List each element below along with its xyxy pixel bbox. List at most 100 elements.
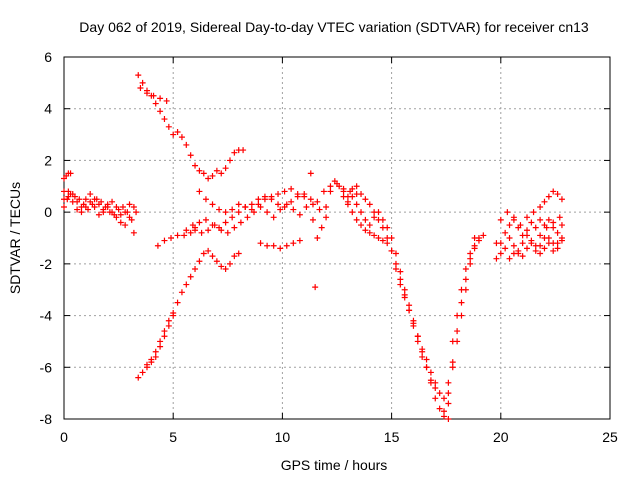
data-point bbox=[467, 250, 474, 257]
data-point bbox=[307, 170, 314, 177]
y-tick-label: -4 bbox=[40, 308, 53, 324]
data-point bbox=[510, 214, 517, 221]
data-point bbox=[187, 229, 194, 236]
data-point bbox=[135, 374, 142, 381]
data-series bbox=[196, 185, 308, 216]
data-point bbox=[157, 95, 164, 102]
data-point bbox=[388, 235, 395, 241]
data-point bbox=[524, 245, 531, 252]
data-point bbox=[126, 214, 133, 221]
data-point bbox=[255, 196, 262, 203]
data-point bbox=[502, 229, 509, 236]
data-point bbox=[532, 224, 539, 231]
data-point bbox=[91, 203, 98, 210]
data-point bbox=[109, 209, 116, 216]
data-point bbox=[163, 97, 170, 104]
data-point bbox=[545, 235, 552, 241]
data-point bbox=[82, 196, 89, 203]
data-point bbox=[358, 209, 365, 216]
data-point bbox=[82, 203, 89, 210]
data-point bbox=[524, 214, 531, 221]
data-point bbox=[384, 240, 391, 247]
data-point bbox=[458, 299, 465, 306]
data-point bbox=[222, 266, 229, 273]
data-point bbox=[237, 219, 244, 226]
data-point bbox=[183, 141, 190, 148]
data-point bbox=[397, 276, 404, 283]
data-point bbox=[327, 183, 334, 190]
data-point bbox=[449, 338, 456, 345]
data-point bbox=[366, 222, 373, 229]
data-point bbox=[218, 170, 225, 177]
data-point bbox=[205, 227, 212, 234]
data-series bbox=[135, 72, 247, 182]
data-point bbox=[528, 237, 535, 244]
data-point bbox=[397, 281, 404, 288]
data-point bbox=[117, 211, 124, 218]
data-point bbox=[467, 260, 474, 267]
data-point bbox=[550, 219, 557, 226]
data-point bbox=[65, 193, 72, 200]
data-point bbox=[117, 219, 124, 226]
data-point bbox=[170, 131, 177, 138]
data-point bbox=[362, 216, 369, 223]
data-point bbox=[205, 175, 212, 182]
data-point bbox=[178, 134, 185, 141]
data-point bbox=[113, 214, 120, 221]
data-point bbox=[222, 209, 229, 216]
data-point bbox=[510, 250, 517, 257]
data-point bbox=[532, 247, 539, 254]
data-point bbox=[497, 250, 504, 257]
data-point bbox=[316, 206, 323, 213]
data-point bbox=[537, 232, 544, 239]
data-point bbox=[303, 203, 310, 210]
data-series bbox=[340, 193, 452, 407]
data-point bbox=[69, 191, 76, 198]
data-series bbox=[154, 227, 199, 249]
data-point bbox=[327, 188, 334, 195]
data-point bbox=[61, 196, 67, 203]
data-point bbox=[340, 188, 347, 195]
data-point bbox=[401, 286, 408, 293]
data-point bbox=[165, 322, 172, 329]
data-point bbox=[550, 247, 557, 254]
data-point bbox=[69, 198, 76, 205]
data-point bbox=[192, 224, 199, 231]
data-point bbox=[288, 185, 295, 192]
data-point bbox=[157, 338, 164, 345]
data-point bbox=[441, 413, 448, 420]
data-point bbox=[113, 203, 120, 210]
data-point bbox=[165, 317, 172, 324]
data-point bbox=[510, 242, 517, 249]
data-point bbox=[91, 196, 98, 203]
data-point bbox=[323, 203, 330, 210]
data-point bbox=[537, 203, 544, 210]
data-point bbox=[554, 229, 561, 236]
data-point bbox=[432, 379, 439, 386]
data-point bbox=[419, 346, 426, 353]
data-point bbox=[139, 79, 146, 86]
data-point bbox=[406, 302, 413, 309]
data-point bbox=[283, 242, 290, 249]
data-point bbox=[205, 247, 212, 254]
data-point bbox=[174, 299, 181, 306]
data-point bbox=[119, 203, 126, 210]
data-point bbox=[524, 227, 531, 234]
data-point bbox=[174, 128, 181, 135]
data-point bbox=[109, 198, 116, 205]
data-point bbox=[157, 108, 164, 115]
data-point bbox=[309, 201, 316, 208]
data-point bbox=[165, 123, 172, 130]
data-point bbox=[222, 219, 229, 226]
data-point bbox=[229, 214, 236, 221]
y-tick-label: 6 bbox=[44, 49, 52, 65]
data-point bbox=[454, 328, 461, 335]
data-point bbox=[423, 356, 430, 363]
data-point bbox=[427, 369, 434, 376]
data-point bbox=[467, 255, 474, 262]
data-point bbox=[388, 247, 395, 254]
data-point bbox=[532, 242, 539, 249]
data-point bbox=[209, 172, 216, 179]
data-point bbox=[290, 240, 297, 247]
data-series bbox=[307, 170, 319, 291]
